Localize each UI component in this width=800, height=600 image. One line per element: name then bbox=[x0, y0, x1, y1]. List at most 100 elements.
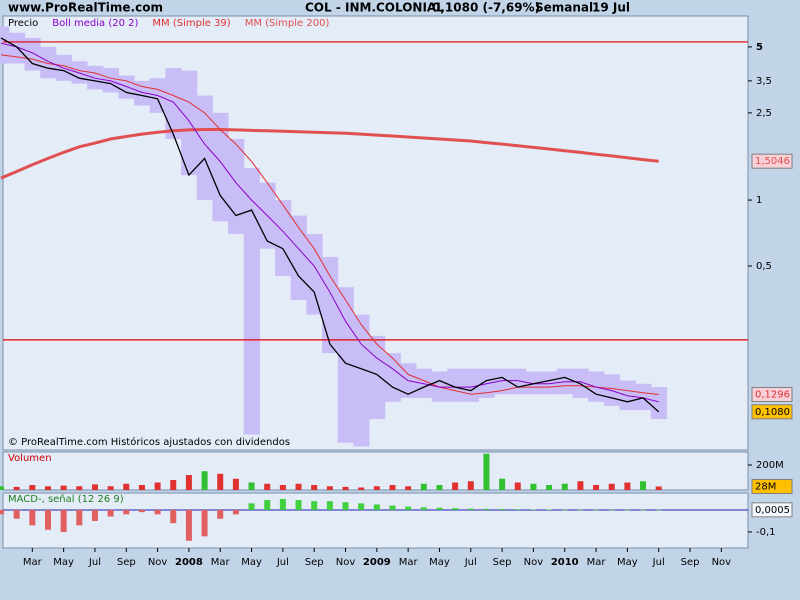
bar bbox=[185, 509, 192, 541]
x-tick-label: Sep bbox=[117, 557, 136, 568]
bar bbox=[91, 509, 98, 521]
bar bbox=[0, 486, 4, 490]
bollinger-band bbox=[243, 168, 260, 435]
bollinger-band bbox=[8, 32, 25, 64]
bar bbox=[640, 509, 647, 511]
bar bbox=[499, 478, 506, 490]
bar bbox=[185, 475, 192, 490]
bar bbox=[342, 502, 349, 510]
y-tick-label: -0,1 bbox=[756, 527, 776, 538]
period: Semanal bbox=[535, 1, 593, 15]
bollinger-band bbox=[212, 112, 229, 222]
bollinger-band bbox=[494, 368, 511, 395]
x-tick-label: Jul bbox=[652, 557, 665, 568]
bollinger-band bbox=[525, 371, 542, 395]
bar bbox=[232, 478, 239, 490]
bar bbox=[311, 485, 318, 490]
bollinger-band bbox=[415, 368, 433, 398]
y-tick-label: 2,5 bbox=[756, 108, 772, 119]
bar bbox=[138, 509, 145, 513]
x-tick-label: Jul bbox=[276, 557, 289, 568]
bar bbox=[154, 509, 161, 515]
bar bbox=[201, 509, 208, 537]
bar bbox=[217, 509, 224, 519]
y-tick-label: 5 bbox=[756, 42, 763, 53]
value-label: 0,1080 bbox=[755, 407, 790, 418]
bollinger-band bbox=[603, 374, 621, 406]
bar bbox=[342, 486, 349, 490]
x-tick-label: Mar bbox=[399, 557, 419, 568]
bollinger-band bbox=[306, 233, 323, 315]
bar bbox=[326, 486, 333, 490]
bar bbox=[60, 485, 67, 490]
x-tick-label: Sep bbox=[493, 557, 512, 568]
bollinger-band bbox=[40, 46, 57, 79]
x-tick-label: Nov bbox=[524, 557, 544, 568]
bar bbox=[608, 483, 615, 490]
plot-area bbox=[0, 26, 748, 541]
series-line bbox=[0, 128, 659, 180]
bar bbox=[123, 509, 130, 515]
bollinger-band bbox=[447, 368, 464, 402]
bar bbox=[29, 509, 36, 526]
bar bbox=[467, 508, 474, 510]
bar bbox=[138, 485, 145, 490]
bar bbox=[76, 509, 83, 526]
bar bbox=[232, 509, 239, 515]
x-tick-label: May bbox=[53, 557, 74, 568]
value-label: 0,1296 bbox=[755, 389, 790, 400]
bar bbox=[436, 507, 443, 510]
x-tick-label: Jul bbox=[464, 557, 477, 568]
bollinger-band bbox=[165, 68, 182, 139]
bar bbox=[279, 485, 286, 490]
series-line bbox=[0, 42, 659, 403]
bar bbox=[530, 483, 537, 490]
bar bbox=[389, 505, 396, 510]
bar bbox=[483, 508, 490, 510]
bollinger-band bbox=[384, 353, 401, 402]
bar bbox=[358, 503, 365, 510]
bar bbox=[483, 453, 490, 490]
bollinger-band bbox=[24, 37, 41, 71]
bar bbox=[561, 483, 568, 490]
bar bbox=[405, 506, 412, 510]
bar bbox=[420, 483, 427, 490]
bar bbox=[530, 509, 537, 510]
bollinger-band bbox=[196, 95, 213, 201]
value-label: 0,0005 bbox=[755, 505, 790, 516]
bollinger-band bbox=[322, 256, 339, 354]
note: © ProRealTime.com Históricos ajustados c… bbox=[8, 436, 290, 448]
value-label-box bbox=[751, 479, 793, 494]
quote: 0,1080 (-7,69%) bbox=[432, 1, 540, 15]
x-tick-label: Nov bbox=[336, 557, 356, 568]
panel-title: Volumen bbox=[8, 453, 52, 464]
bar bbox=[13, 486, 20, 490]
bar bbox=[640, 481, 647, 490]
x-tick-label: Jul bbox=[88, 557, 101, 568]
bar bbox=[248, 503, 255, 510]
bollinger-band bbox=[650, 387, 668, 420]
bar bbox=[170, 509, 177, 524]
bar bbox=[13, 509, 20, 519]
bar bbox=[452, 482, 459, 490]
bar bbox=[452, 508, 459, 510]
value-label-box bbox=[751, 386, 793, 402]
value-label: 1,5046 bbox=[755, 156, 790, 167]
bollinger-band bbox=[0, 26, 10, 64]
bar bbox=[295, 483, 302, 490]
bar bbox=[76, 486, 83, 490]
x-tick-label: May bbox=[241, 557, 262, 568]
bar bbox=[373, 486, 380, 490]
x-tick-label: Nov bbox=[148, 557, 168, 568]
x-tick-label: Mar bbox=[211, 557, 231, 568]
bar bbox=[248, 482, 255, 490]
bar bbox=[389, 485, 396, 490]
bollinger-band bbox=[118, 75, 135, 99]
y-tick-label: 0,5 bbox=[756, 261, 772, 272]
value-label-box bbox=[751, 502, 793, 518]
x-tick-label: 2008 bbox=[175, 557, 203, 568]
bar bbox=[217, 473, 224, 490]
bar bbox=[264, 483, 271, 490]
bar bbox=[593, 485, 600, 490]
